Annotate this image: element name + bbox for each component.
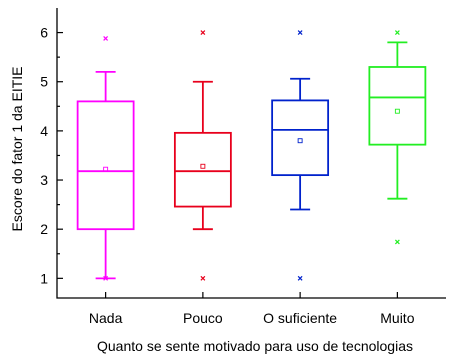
axes: 1 2 3 4 5 6 Nada Pouco O suficiente Muito: [40, 8, 446, 326]
box-iqr: [368, 66, 427, 146]
x-tick-label: O suficiente: [263, 310, 337, 326]
x-tick-label: Pouco: [183, 310, 223, 326]
box-group: [173, 30, 232, 281]
mean-marker: [103, 166, 109, 172]
outlier-marker: [103, 275, 109, 281]
box-group: [271, 30, 330, 281]
box-iqr: [271, 99, 330, 177]
axis-frame: [56, 8, 446, 299]
y-tick-label: 2: [40, 221, 48, 237]
outlier-marker: [200, 30, 206, 36]
box-iqr: [173, 131, 232, 208]
outlier-marker: [394, 30, 400, 36]
y-tick-label: 1: [40, 270, 48, 286]
outlier-marker: [103, 36, 109, 41]
outlier-marker: [200, 275, 206, 281]
x-tick-label: Nada: [89, 310, 123, 326]
box-group: [76, 36, 135, 281]
box-iqr: [76, 100, 135, 231]
box-group: [368, 30, 427, 245]
outlier-marker: [297, 30, 303, 36]
mean-marker: [394, 108, 400, 114]
y-tick-label: 4: [40, 123, 48, 139]
mean-marker: [200, 163, 206, 169]
x-tick-label: Muito: [380, 310, 414, 326]
y-tick-label: 5: [40, 74, 48, 90]
y-axis-title: Escore do fator 1 da EITIE: [9, 67, 25, 232]
outlier-marker: [394, 239, 400, 245]
box-plot-marks: [76, 30, 427, 281]
x-axis-title: Quanto se sente motivado para uso de tec…: [97, 338, 413, 354]
y-tick-label: 3: [40, 172, 48, 188]
y-tick-label: 6: [40, 25, 48, 41]
outlier-marker: [297, 275, 303, 281]
mean-marker: [297, 138, 303, 144]
